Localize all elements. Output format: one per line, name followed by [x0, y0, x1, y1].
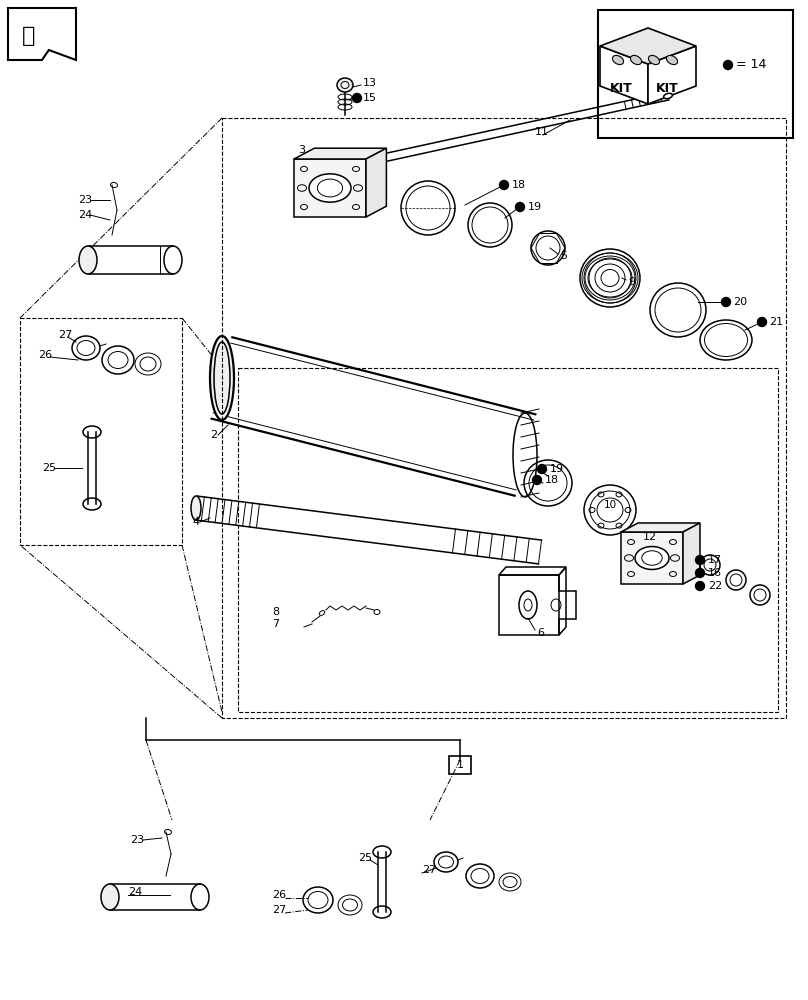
Polygon shape [294, 148, 386, 159]
Text: 🖼: 🖼 [22, 26, 36, 46]
Circle shape [696, 556, 705, 564]
Ellipse shape [191, 496, 201, 520]
Text: 1: 1 [457, 760, 464, 770]
Text: 18: 18 [545, 475, 559, 485]
Circle shape [352, 94, 361, 103]
Ellipse shape [101, 884, 119, 910]
Text: 24: 24 [128, 887, 142, 897]
Ellipse shape [649, 55, 659, 65]
Circle shape [722, 298, 730, 306]
Polygon shape [8, 8, 76, 60]
Text: 27: 27 [272, 905, 286, 915]
Polygon shape [294, 159, 366, 217]
Ellipse shape [309, 174, 351, 202]
Text: 5: 5 [560, 251, 567, 261]
Circle shape [532, 476, 541, 485]
Text: KIT: KIT [610, 82, 633, 95]
Text: 4: 4 [192, 517, 199, 527]
Text: 25: 25 [358, 853, 372, 863]
Text: 27: 27 [422, 865, 436, 875]
Polygon shape [600, 46, 648, 104]
Ellipse shape [210, 336, 234, 420]
Text: 18: 18 [512, 180, 526, 190]
Circle shape [696, 582, 705, 590]
Polygon shape [600, 28, 696, 64]
Circle shape [758, 318, 767, 326]
Circle shape [499, 180, 508, 190]
Text: 24: 24 [78, 210, 92, 220]
Bar [449, 756, 471, 774]
Text: 27: 27 [58, 330, 72, 340]
Text: 23: 23 [130, 835, 144, 845]
Text: 17: 17 [708, 555, 722, 565]
Text: 22: 22 [708, 581, 722, 591]
Text: 21: 21 [769, 317, 783, 327]
Polygon shape [621, 532, 683, 584]
Text: 6: 6 [537, 628, 544, 638]
Text: 12: 12 [643, 532, 657, 542]
Ellipse shape [667, 55, 678, 65]
Text: 20: 20 [733, 297, 747, 307]
Text: 19: 19 [550, 464, 564, 474]
Circle shape [723, 60, 733, 70]
Text: KIT: KIT [656, 82, 679, 95]
Text: 10: 10 [604, 500, 617, 510]
Text: 16: 16 [708, 568, 722, 578]
Text: 25: 25 [42, 463, 56, 473]
Ellipse shape [612, 55, 624, 65]
Ellipse shape [663, 93, 672, 99]
Polygon shape [621, 523, 700, 532]
Circle shape [516, 202, 524, 212]
Bar [598, 10, 793, 138]
Polygon shape [366, 148, 386, 217]
Text: 26: 26 [38, 350, 53, 360]
Text: 9: 9 [628, 277, 635, 287]
Text: 19: 19 [528, 202, 542, 212]
Ellipse shape [337, 78, 353, 92]
Polygon shape [648, 46, 696, 104]
Text: 15: 15 [363, 93, 377, 103]
Text: 8: 8 [272, 607, 279, 617]
Ellipse shape [635, 547, 669, 569]
Text: 7: 7 [272, 619, 279, 629]
Ellipse shape [79, 246, 97, 274]
Circle shape [537, 464, 546, 474]
Text: 26: 26 [272, 890, 286, 900]
Text: 13: 13 [363, 78, 377, 88]
Text: 3: 3 [298, 145, 305, 155]
Text: 11: 11 [535, 127, 549, 137]
Text: = 14: = 14 [736, 58, 766, 72]
Ellipse shape [630, 55, 642, 65]
Polygon shape [683, 523, 700, 584]
Text: 23: 23 [78, 195, 92, 205]
Circle shape [696, 568, 705, 578]
Text: 2: 2 [210, 430, 217, 440]
